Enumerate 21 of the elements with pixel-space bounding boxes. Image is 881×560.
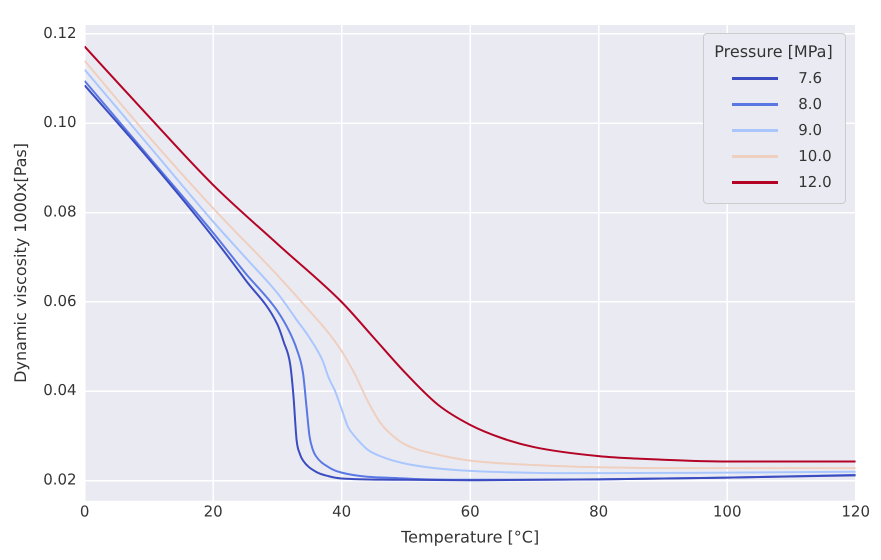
y-tick-label: 0.04 <box>43 381 77 400</box>
y-tick-label: 0.02 <box>43 470 77 489</box>
x-tick-label: 0 <box>80 502 90 521</box>
x-axis-title: Temperature [°C] <box>400 528 540 547</box>
legend-label: 12.0 <box>798 173 832 191</box>
legend-label: 10.0 <box>798 147 832 165</box>
y-tick-label: 0.06 <box>43 292 77 310</box>
y-tick-label: 0.10 <box>43 113 77 132</box>
legend-label: 8.0 <box>798 95 822 113</box>
y-tick-label: 0.08 <box>43 202 77 221</box>
y-axis-title: Dynamic viscosity 1000x[Pas] <box>10 142 30 383</box>
x-tick-label: 100 <box>712 502 742 521</box>
x-tick-label: 120 <box>841 502 870 521</box>
legend-label: 7.6 <box>798 69 822 87</box>
legend-title: Pressure [MPa] <box>714 42 833 61</box>
x-tick-label: 40 <box>332 502 352 521</box>
x-tick-label: 80 <box>589 502 608 521</box>
y-tick-label: 0.12 <box>43 24 77 42</box>
x-tick-label: 20 <box>204 502 223 521</box>
legend-label: 9.0 <box>798 121 822 139</box>
x-tick-label: 60 <box>460 502 480 521</box>
